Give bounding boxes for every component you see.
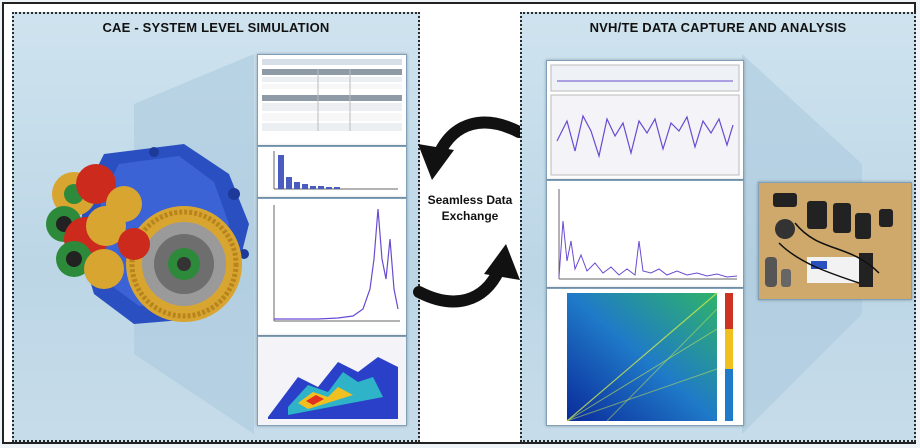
spectrum-image [546,180,744,288]
cae-panel: CAE - SYSTEM LEVEL SIMULATION [12,12,420,442]
exchange-label-line1: Seamless Data [427,193,513,207]
cae-panel-title: CAE - SYSTEM LEVEL SIMULATION [102,20,330,35]
response-plot-graphic [273,205,400,322]
arrowhead-left [418,144,454,180]
curved-arrow-right-icon [413,264,505,308]
curved-arrow-left-icon [433,116,525,160]
spectrogram-image [546,288,744,426]
histogram-image [257,146,407,198]
spectrogram-graphic [566,292,733,422]
hardware-graphic [759,183,911,299]
waterfall-3d-graphic [258,337,406,425]
gearbox-model-image [46,144,249,324]
hardware-photo [758,182,912,300]
response-plot-image [257,198,407,336]
histogram-graphic [273,151,398,190]
waterfall-3d-image [257,336,407,426]
exchange-label: Seamless Data Exchange [420,192,520,224]
spectrum-graphic [558,189,738,280]
exchange-arrows [413,116,525,308]
nvh-panel-title: NVH/TE DATA CAPTURE AND ANALYSIS [589,20,847,35]
time-series-image [546,60,744,180]
nvh-panel: NVH/TE DATA CAPTURE AND ANALYSIS [520,12,916,442]
results-table-graphic [262,59,402,131]
results-table-image [257,54,407,146]
arrowhead-right [484,244,520,280]
exchange-label-line2: Exchange [441,209,499,223]
time-series-graphic [550,64,740,176]
